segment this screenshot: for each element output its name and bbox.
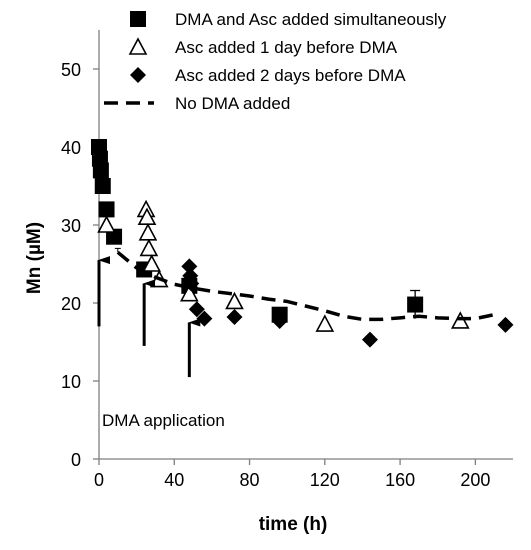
data-point <box>271 312 288 329</box>
legend-label: Asc added 2 days before DMA <box>175 66 406 85</box>
data-point <box>179 283 199 302</box>
legend-label: DMA and Asc added simultaneously <box>175 10 447 29</box>
legend-label: Asc added 1 day before DMA <box>175 38 398 57</box>
legend-swatch <box>130 67 146 83</box>
data-point <box>94 178 111 194</box>
axes: 0 40 80 120 160 200 0 10 20 30 40 50 <box>61 30 513 490</box>
data-point <box>181 258 198 275</box>
x-tick-label: 160 <box>385 470 415 490</box>
x-tick-label: 40 <box>164 470 184 490</box>
x-tick-label: 200 <box>460 470 490 490</box>
data-point <box>98 201 115 218</box>
data-point <box>226 309 243 326</box>
data-point <box>450 311 470 329</box>
series-line-no-dma <box>116 250 495 322</box>
y-tick-label: 20 <box>61 294 81 314</box>
y-tick-label: 40 <box>61 138 81 158</box>
data-point <box>196 310 213 327</box>
data-point <box>138 223 158 241</box>
data-point <box>142 254 162 272</box>
y-tick-label: 50 <box>61 60 81 80</box>
y-tick-label: 30 <box>61 216 81 236</box>
x-tick-label: 0 <box>94 470 104 490</box>
data-point <box>188 301 205 318</box>
data-point <box>97 215 116 233</box>
data-point <box>361 331 378 348</box>
legend: DMA and Asc added simultaneously Asc adde… <box>104 10 447 113</box>
y-tick-label: 10 <box>61 372 81 392</box>
data-point <box>137 207 157 225</box>
y-axis-title: Mn (µM) <box>24 222 45 294</box>
x-axis-title: time (h) <box>259 514 328 535</box>
data-point <box>225 291 244 310</box>
legend-swatch <box>130 11 146 27</box>
x-tick-label: 120 <box>310 470 340 490</box>
annotation-label: DMA application <box>102 411 225 430</box>
y-tick-label: 0 <box>71 450 81 470</box>
data-point <box>315 314 335 332</box>
data-point <box>407 296 424 313</box>
plot-area <box>91 139 514 348</box>
legend-swatch <box>128 37 148 55</box>
annotations: DMA application <box>97 256 225 430</box>
x-tick-label: 80 <box>240 470 260 490</box>
data-point <box>497 316 514 333</box>
data-point <box>139 238 159 257</box>
data-point <box>92 162 109 179</box>
legend-label: No DMA added <box>175 94 290 113</box>
